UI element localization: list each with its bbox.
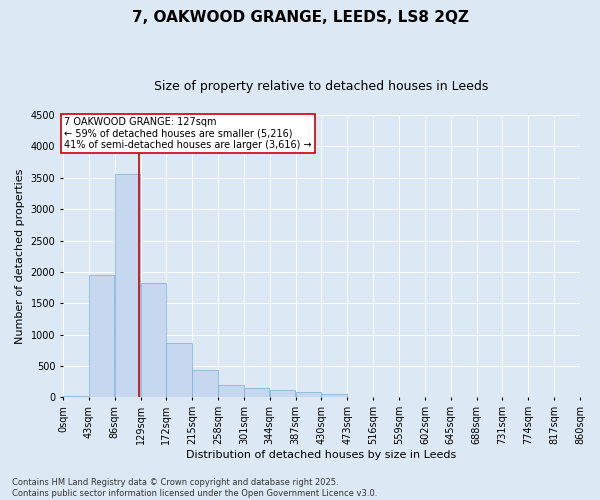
Y-axis label: Number of detached properties: Number of detached properties <box>15 168 25 344</box>
Text: Contains HM Land Registry data © Crown copyright and database right 2025.
Contai: Contains HM Land Registry data © Crown c… <box>12 478 377 498</box>
Bar <box>244 388 269 398</box>
Bar <box>115 174 140 398</box>
Bar <box>218 385 244 398</box>
X-axis label: Distribution of detached houses by size in Leeds: Distribution of detached houses by size … <box>187 450 457 460</box>
Title: Size of property relative to detached houses in Leeds: Size of property relative to detached ho… <box>154 80 488 93</box>
Bar <box>192 370 218 398</box>
Bar <box>322 394 347 398</box>
Text: 7, OAKWOOD GRANGE, LEEDS, LS8 2QZ: 7, OAKWOOD GRANGE, LEEDS, LS8 2QZ <box>131 10 469 25</box>
Bar <box>270 390 295 398</box>
Bar <box>347 397 373 398</box>
Text: 7 OAKWOOD GRANGE: 127sqm
← 59% of detached houses are smaller (5,216)
41% of sem: 7 OAKWOOD GRANGE: 127sqm ← 59% of detach… <box>64 117 312 150</box>
Bar <box>296 392 321 398</box>
Bar <box>89 275 115 398</box>
Bar <box>63 396 88 398</box>
Bar <box>140 282 166 398</box>
Bar <box>166 343 192 398</box>
